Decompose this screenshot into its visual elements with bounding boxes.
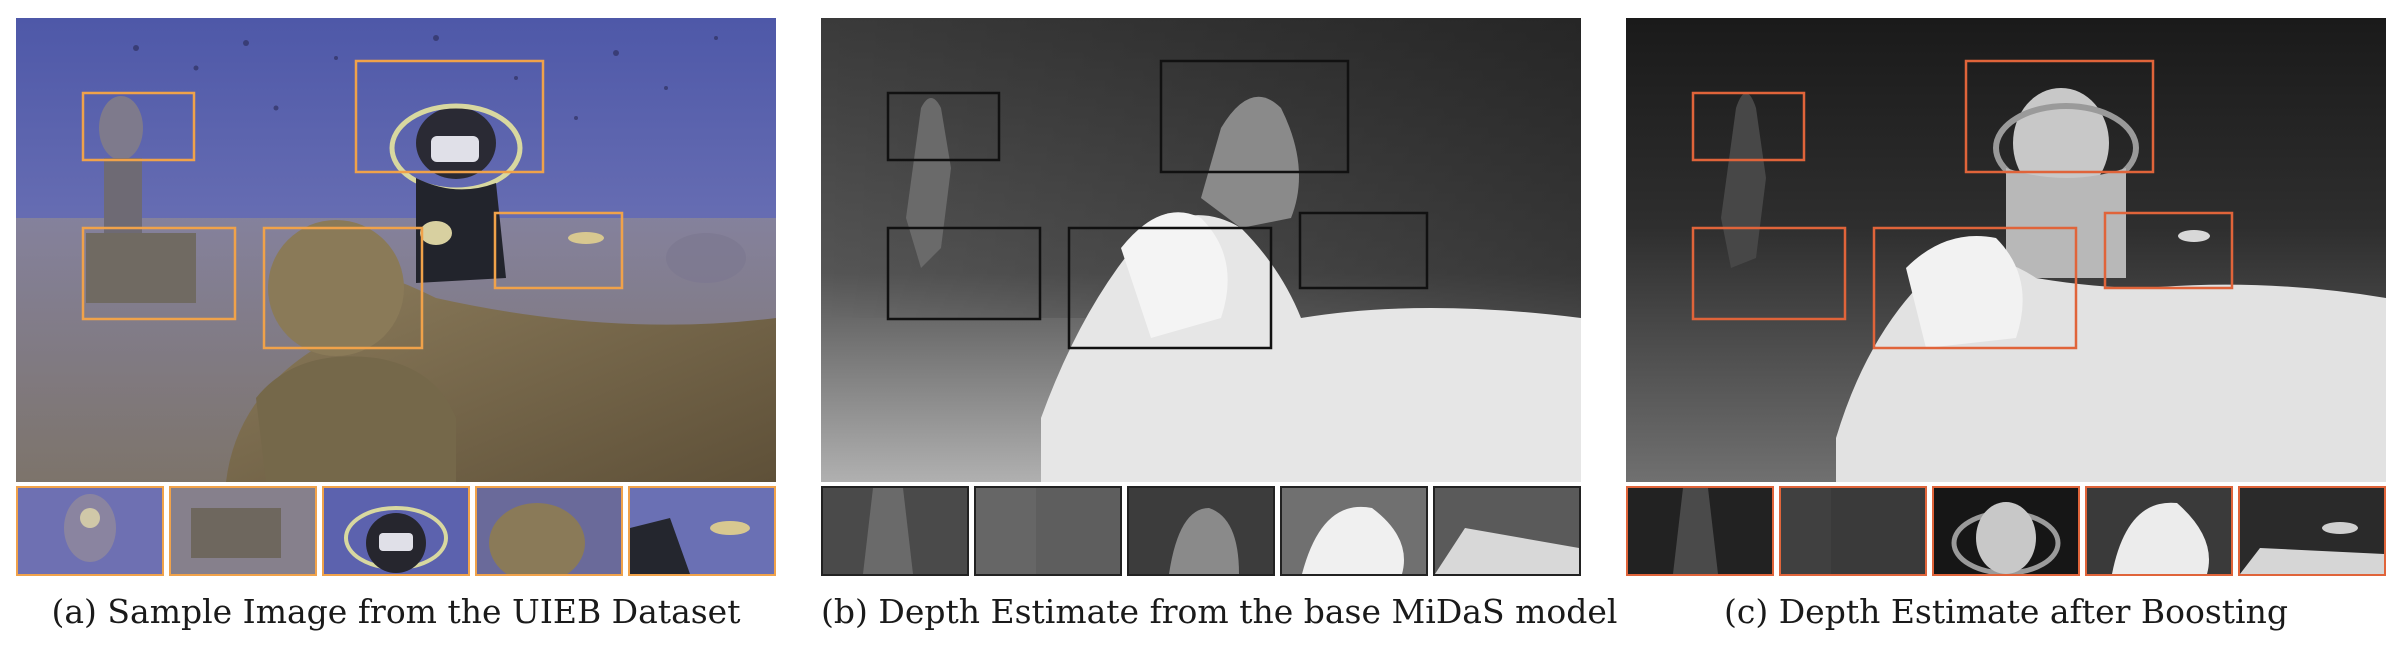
caption-c: (c) Depth Estimate after Boosting — [1724, 592, 2288, 631]
underwater-photo — [16, 18, 776, 482]
crop-thumbnail — [1779, 486, 1927, 576]
depth-map-base — [821, 18, 1581, 482]
crop-thumbnail — [2085, 486, 2233, 576]
crop-thumbnail — [1280, 486, 1428, 576]
crop-thumbnail — [169, 486, 317, 576]
panel-c: (c) Depth Estimate after Boosting — [1626, 0, 2386, 650]
caption-b: (b) Depth Estimate from the base MiDaS m… — [821, 592, 1618, 631]
crop-thumbnail — [1433, 486, 1581, 576]
crop-thumbnail — [1626, 486, 1774, 576]
crop-strip-c — [1626, 486, 2386, 576]
depth-map-boosted — [1626, 18, 2386, 482]
crop-thumbnail — [974, 486, 1122, 576]
crop-strip-a — [16, 486, 776, 576]
crop-thumbnail — [475, 486, 623, 576]
crop-thumbnail — [2238, 486, 2386, 576]
crop-strip-b — [821, 486, 1581, 576]
panel-b: (b) Depth Estimate from the base MiDaS m… — [821, 0, 1618, 650]
caption-a: (a) Sample Image from the UIEB Dataset — [51, 592, 741, 631]
crop-thumbnail — [1127, 486, 1275, 576]
crop-thumbnail — [322, 486, 470, 576]
crop-thumbnail — [16, 486, 164, 576]
crop-thumbnail — [821, 486, 969, 576]
crop-thumbnail — [1932, 486, 2080, 576]
crop-thumbnail — [628, 486, 776, 576]
panel-a: (a) Sample Image from the UIEB Dataset — [16, 0, 776, 650]
